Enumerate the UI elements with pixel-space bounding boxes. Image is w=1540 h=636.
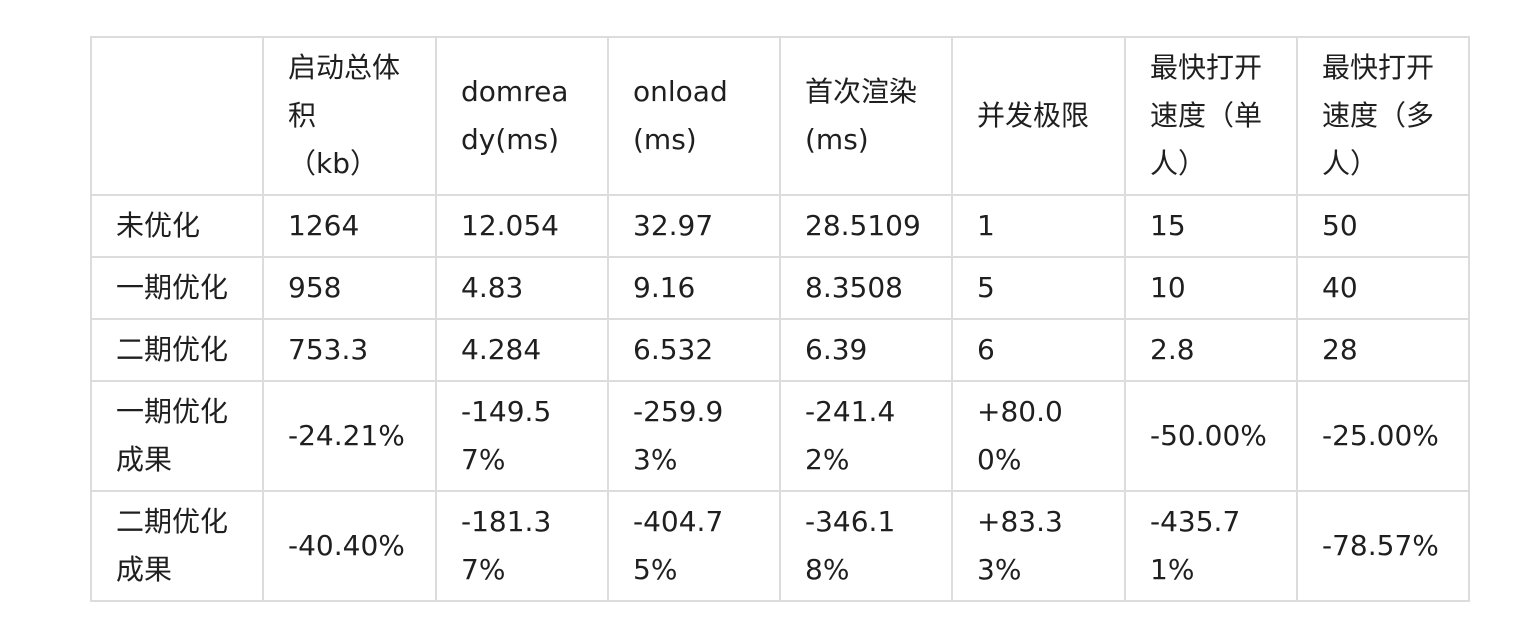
header-domready-label: domready(ms) [461, 75, 569, 156]
table-cell: 6.39 [779, 318, 953, 382]
row-label: 二期优化 [90, 318, 264, 382]
table-cell: 958 [262, 256, 437, 320]
table-cell: 50 [1296, 194, 1470, 258]
optimization-comparison-table: 启动总体积 （kb） domready(ms) onload(ms) 首次渲染(… [90, 36, 1470, 602]
table-cell: 2.8 [1124, 318, 1298, 382]
table-cell: 4.83 [435, 256, 609, 320]
table-cell: -50.00% [1124, 380, 1298, 492]
table-cell: 4.284 [435, 318, 609, 382]
comparison-table-container: 启动总体积 （kb） domready(ms) onload(ms) 首次渲染(… [90, 36, 1470, 602]
table-cell: 40 [1296, 256, 1470, 320]
header-onload: onload(ms) [607, 36, 781, 196]
header-fastest-open-multi-label: 最快打开速度（多人） [1322, 51, 1435, 180]
table-cell: 6 [951, 318, 1126, 382]
header-first-render: 首次渲染(ms) [779, 36, 953, 196]
table-cell: +83.33% [951, 490, 1126, 602]
row-label: 未优化 [90, 194, 264, 258]
header-onload-label: onload(ms) [633, 75, 728, 156]
table-cell: -241.42% [779, 380, 953, 492]
header-first-render-label: 首次渲染(ms) [805, 75, 918, 156]
table-cell: +80.00% [951, 380, 1126, 492]
header-concurrency-limit-label: 并发极限 [977, 99, 1090, 132]
table-cell: -78.57% [1296, 490, 1470, 602]
header-concurrency-limit: 并发极限 [951, 36, 1126, 196]
table-cell: -259.93% [607, 380, 781, 492]
table-row-phase2: 二期优化 753.3 4.284 6.532 6.39 6 2.8 28 [90, 318, 1470, 382]
table-cell: -24.21% [262, 380, 437, 492]
table-cell: -404.75% [607, 490, 781, 602]
table-cell: -181.37% [435, 490, 609, 602]
table-cell: -25.00% [1296, 380, 1470, 492]
table-cell: 9.16 [607, 256, 781, 320]
row-label: 一期优化成果 [90, 380, 264, 492]
table-row-phase1: 一期优化 958 4.83 9.16 8.3508 5 10 40 [90, 256, 1470, 320]
table-cell: 1264 [262, 194, 437, 258]
table-cell: -149.57% [435, 380, 609, 492]
table-cell: 32.97 [607, 194, 781, 258]
table-cell: 5 [951, 256, 1126, 320]
table-cell: -435.71% [1124, 490, 1298, 602]
header-corner [90, 36, 264, 196]
table-row-phase1-result: 一期优化成果 -24.21% -149.57% -259.93% -241.42… [90, 380, 1470, 492]
table-cell: 1 [951, 194, 1126, 258]
table-cell: -40.40% [262, 490, 437, 602]
table-cell: 12.054 [435, 194, 609, 258]
row-label: 二期优化成果 [90, 490, 264, 602]
table-row-phase2-result: 二期优化成果 -40.40% -181.37% -404.75% -346.18… [90, 490, 1470, 602]
table-cell: 28 [1296, 318, 1470, 382]
header-startup-size-label: 启动总体积 （kb） [288, 51, 401, 180]
header-fastest-open-multi: 最快打开速度（多人） [1296, 36, 1470, 196]
row-label: 一期优化 [90, 256, 264, 320]
table-cell: 8.3508 [779, 256, 953, 320]
table-cell: 6.532 [607, 318, 781, 382]
table-cell: 10 [1124, 256, 1298, 320]
header-fastest-open-single: 最快打开速度（单人） [1124, 36, 1298, 196]
table-cell: 753.3 [262, 318, 437, 382]
header-domready: domready(ms) [435, 36, 609, 196]
header-startup-size: 启动总体积 （kb） [262, 36, 437, 196]
header-fastest-open-single-label: 最快打开速度（单人） [1150, 51, 1263, 180]
table-header-row: 启动总体积 （kb） domready(ms) onload(ms) 首次渲染(… [90, 36, 1470, 196]
table-cell: -346.18% [779, 490, 953, 602]
table-row-unoptimized: 未优化 1264 12.054 32.97 28.5109 1 15 50 [90, 194, 1470, 258]
table-cell: 15 [1124, 194, 1298, 258]
table-cell: 28.5109 [779, 194, 953, 258]
